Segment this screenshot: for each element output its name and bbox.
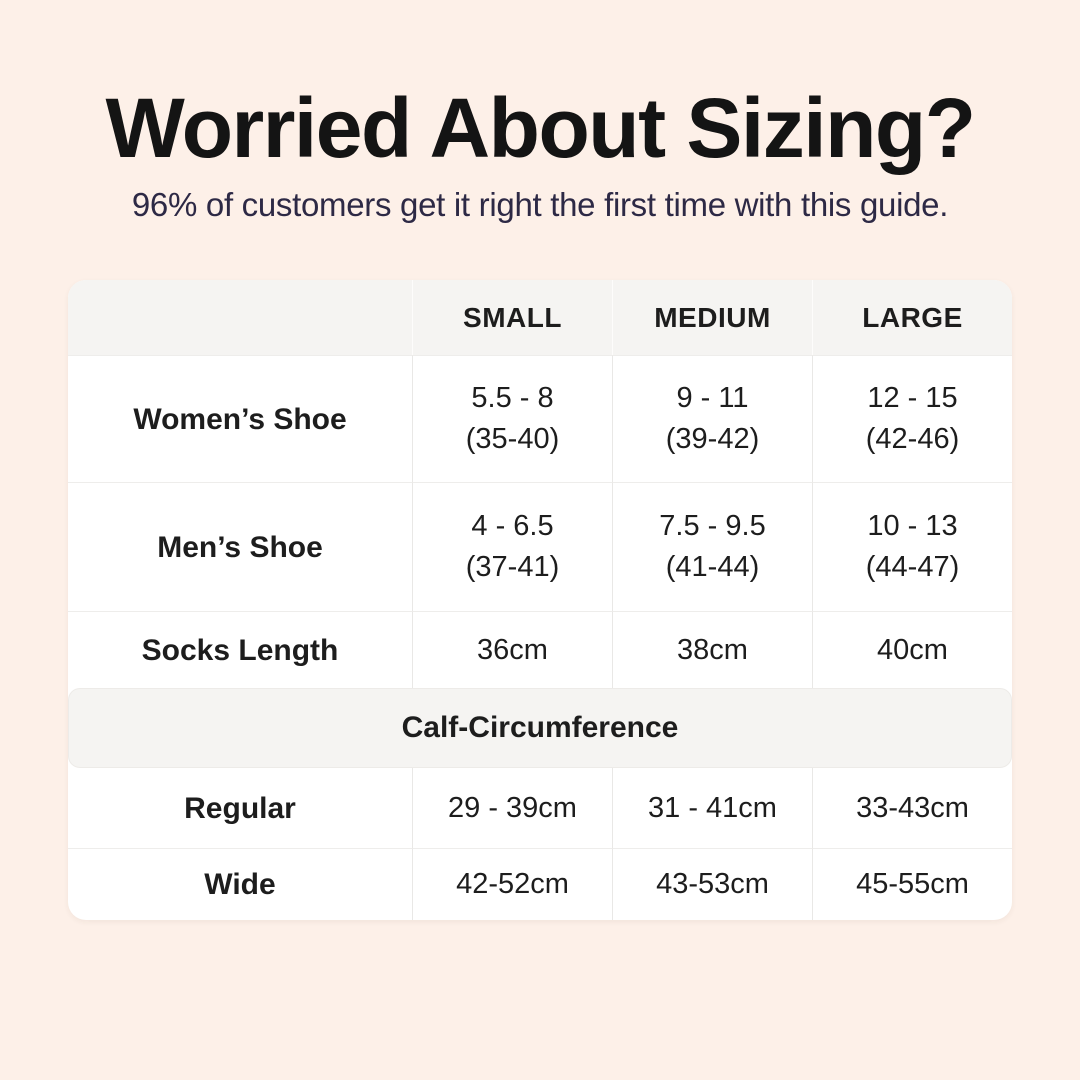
table-cell: 38cm: [612, 611, 812, 689]
page-subtitle: 96% of customers get it right the first …: [131, 186, 949, 224]
column-header-small: SMALL: [412, 280, 612, 356]
row-label-regular: Regular: [184, 791, 296, 825]
page-title: Worried About Sizing?: [105, 81, 976, 175]
cell-subvalue: (42-46): [865, 423, 960, 456]
page-header: Worried About Sizing? 96% of customers g…: [0, 0, 1080, 224]
table-cell: 29 - 39cm: [412, 768, 612, 849]
size-guide-table: SMALL MEDIUM LARGE Women’s Shoe 5.5 - 8 …: [68, 280, 1012, 921]
column-header-medium: MEDIUM: [612, 280, 812, 356]
table-cell: 5.5 - 8 (35-40): [412, 355, 612, 483]
table-cell: 43-53cm: [612, 848, 812, 921]
column-header-large: LARGE: [812, 280, 1012, 356]
table-cell: 10 - 13 (44-47): [812, 482, 1012, 612]
cell-subvalue: (37-41): [465, 551, 560, 584]
cell-subvalue: (39-42): [665, 423, 760, 456]
section-header-calf-circumference: Calf-Circumference: [68, 688, 1012, 769]
cell-value: 12 - 15: [867, 382, 958, 415]
table-cell: 45-55cm: [812, 848, 1012, 921]
table-cell: 42-52cm: [412, 848, 612, 921]
row-label-mens-shoe: Men’s Shoe: [68, 482, 412, 611]
table-cell: 9 - 11 (39-42): [612, 355, 812, 483]
cell-subvalue: (35-40): [465, 423, 560, 456]
row-label-womens-shoe: Women’s Shoe: [68, 355, 412, 482]
table-cell: 4 - 6.5 (37-41): [412, 482, 612, 612]
table-cell: 12 - 15 (42-46): [812, 355, 1012, 483]
cell-subvalue: (44-47): [865, 551, 960, 584]
cell-value: 7.5 - 9.5: [659, 510, 766, 543]
table-corner-cell: [68, 280, 412, 356]
table-cell: 40cm: [812, 611, 1012, 689]
table-cell: 31 - 41cm: [612, 768, 812, 849]
table-cell: 33-43cm: [812, 768, 1012, 849]
cell-value: 10 - 13: [867, 510, 958, 543]
cell-value: 4 - 6.5: [471, 510, 554, 543]
row-label-wide: Wide: [68, 848, 412, 920]
cell-value: 5.5 - 8: [471, 382, 554, 415]
cell-value: 9 - 11: [676, 382, 749, 415]
row-label-socks-length: Socks Length: [68, 611, 412, 688]
table-cell: 7.5 - 9.5 (41-44): [612, 482, 812, 612]
table-cell: 36cm: [412, 611, 612, 689]
cell-subvalue: (41-44): [665, 551, 760, 584]
